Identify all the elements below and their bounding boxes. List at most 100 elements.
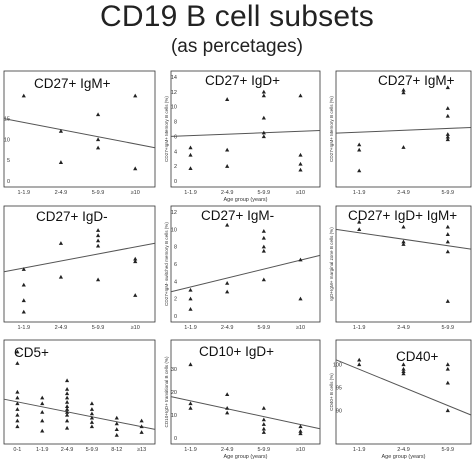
x-tick-label: 1-1.9 (18, 325, 31, 331)
data-point (401, 239, 406, 244)
data-point (261, 235, 266, 240)
x-tick-label: 5-9.9 (258, 190, 271, 196)
x-tick-label: 1-1.9 (353, 325, 366, 331)
x-tick-label: 5-9.9 (92, 325, 105, 331)
data-point (21, 93, 26, 98)
data-point (64, 378, 70, 383)
x-tick-label: 1-1.9 (353, 190, 366, 196)
x-axis-label: Age group (years) (381, 454, 425, 460)
data-point (261, 406, 266, 410)
data-point (445, 366, 450, 371)
data-point (401, 90, 406, 95)
data-point (64, 387, 70, 391)
trend-line (335, 126, 472, 134)
x-tick-label: ≥10 (131, 190, 140, 196)
panel-title: CD5+ (14, 345, 49, 360)
data-point (445, 132, 450, 136)
scatter-panel-4: CD27+ IgD- 1-1.9 2-4.9 5-9.9 ≥10 (3, 205, 156, 331)
data-point (15, 401, 20, 406)
data-point (298, 152, 303, 157)
data-point (225, 410, 230, 415)
y-tick-label: 8 (174, 120, 177, 126)
data-point (445, 232, 450, 236)
x-tick-label: 8-12 (111, 447, 122, 453)
data-point (401, 362, 406, 367)
data-point (95, 145, 101, 150)
trend-line (335, 228, 472, 250)
data-point (40, 395, 45, 400)
data-point (401, 369, 406, 373)
data-point (89, 415, 95, 420)
data-point (445, 85, 450, 90)
data-point (64, 412, 70, 417)
data-point (261, 277, 266, 282)
data-point (401, 145, 406, 149)
data-point (261, 93, 266, 98)
trend-line (335, 359, 472, 416)
data-point (298, 161, 303, 166)
data-point (445, 137, 450, 142)
data-point (89, 401, 95, 406)
x-tick-label: ≥10 (131, 325, 140, 331)
trend-line (170, 129, 321, 137)
y-tick-label: 10 (4, 137, 10, 143)
x-tick-label: 2-4.9 (55, 190, 68, 196)
data-point (114, 421, 119, 426)
plot-frame (3, 339, 156, 445)
data-point (133, 293, 138, 297)
x-tick-label: ≥10 (296, 447, 305, 453)
data-point (225, 97, 230, 101)
scatter-panel-6: CD27+ IgD+ IgM+ 1-1.9 2-4.9 5-9.9 IgD+IgM+ m… (329, 205, 472, 331)
x-tick-label: 2-4.9 (55, 325, 68, 331)
y-tick-label: 6 (174, 262, 177, 268)
data-point (298, 431, 303, 436)
trend-line (170, 396, 321, 430)
data-point (139, 430, 144, 434)
y-tick-label: 10 (171, 227, 177, 233)
data-point (64, 425, 70, 430)
data-point (261, 134, 266, 139)
y-tick-label: 8 (174, 245, 177, 251)
data-point (401, 371, 406, 376)
y-tick-label: 2 (174, 297, 177, 303)
data-point (15, 412, 20, 417)
panel-title: CD27+ IgD- (36, 209, 108, 224)
data-point (357, 362, 362, 367)
data-point (64, 404, 70, 409)
data-point (95, 243, 101, 248)
x-tick-label: 1-1.9 (353, 447, 366, 453)
data-point (445, 106, 450, 110)
plot-frame (335, 70, 472, 188)
data-point (401, 242, 406, 246)
panel-title: CD27+ IgM+ (378, 73, 455, 88)
y-tick-label: 4 (174, 279, 177, 285)
y-tick-label: 4 (174, 149, 177, 155)
page-title: CD19 B cell subsets (100, 0, 374, 33)
x-tick-label: 5-9.9 (92, 190, 105, 196)
data-point (139, 418, 144, 423)
x-tick-label: 2-4.9 (61, 447, 74, 453)
data-point (40, 418, 45, 423)
page-subtitle: (as percetages) (170, 36, 303, 57)
data-point (445, 249, 450, 254)
data-point (357, 227, 362, 232)
x-tick-label: 1-1.9 (184, 190, 197, 196)
y-tick-label: 0 (174, 179, 177, 185)
scatter-panel-3: CD27+ IgM+ 1-1.9 2-4.9 5-9.9 CD27+IgM+ Memor… (329, 70, 472, 196)
data-point (89, 407, 95, 411)
plot-frame (170, 70, 321, 188)
trend-line (170, 254, 321, 293)
x-tick-label: 2-4.9 (221, 325, 234, 331)
data-point (64, 391, 70, 396)
data-point (188, 406, 193, 410)
data-point (188, 306, 193, 311)
trend-line (3, 398, 156, 430)
data-point (58, 128, 64, 133)
data-point (445, 299, 450, 303)
data-point (188, 145, 193, 150)
plot-frame (3, 70, 156, 188)
panel-title: CD27+ IgM+ (34, 76, 111, 91)
data-point (188, 401, 193, 406)
data-point (445, 362, 450, 367)
